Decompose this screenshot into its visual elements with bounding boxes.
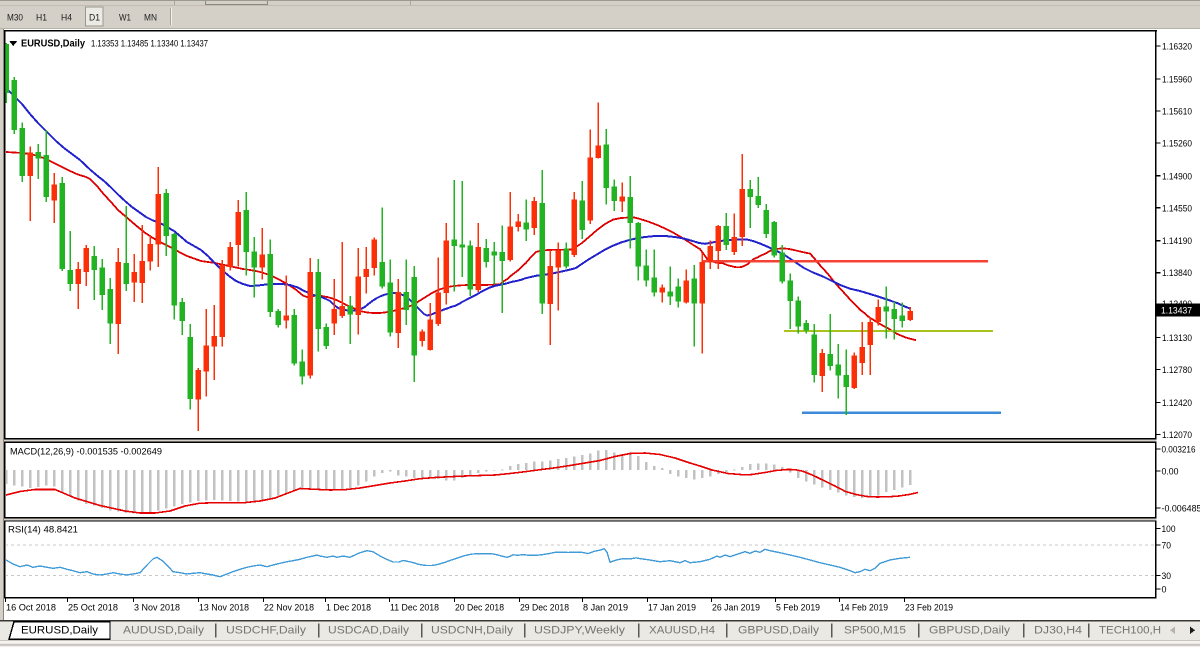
svg-text:-0.006485: -0.006485 bbox=[1162, 504, 1200, 515]
svg-text:1.12070: 1.12070 bbox=[1162, 430, 1192, 441]
svg-text:SP500,M15: SP500,M15 bbox=[844, 625, 906, 637]
svg-text:1.13840: 1.13840 bbox=[1162, 268, 1192, 279]
svg-text:USDCNH,Daily: USDCNH,Daily bbox=[431, 625, 514, 637]
svg-text:M30: M30 bbox=[7, 13, 23, 24]
svg-text:MN: MN bbox=[144, 13, 157, 24]
svg-text:1.13130: 1.13130 bbox=[1162, 333, 1192, 344]
svg-text:XAUUSD,H4: XAUUSD,H4 bbox=[649, 625, 715, 637]
svg-text:1.14900: 1.14900 bbox=[1162, 171, 1192, 182]
svg-text:26 Jan 2019: 26 Jan 2019 bbox=[712, 603, 760, 614]
svg-text:0.00: 0.00 bbox=[1162, 467, 1179, 478]
svg-text:1 Dec 2018: 1 Dec 2018 bbox=[326, 603, 371, 614]
svg-text:1.14550: 1.14550 bbox=[1162, 203, 1192, 214]
svg-text:USDJPY,Weekly: USDJPY,Weekly bbox=[534, 625, 626, 637]
svg-text:8 Jan 2019: 8 Jan 2019 bbox=[583, 603, 628, 614]
svg-text:USDCHF,Daily: USDCHF,Daily bbox=[226, 625, 307, 637]
svg-text:W1: W1 bbox=[119, 13, 131, 24]
svg-text:1.15260: 1.15260 bbox=[1162, 138, 1192, 149]
svg-text:11 Dec 2018: 11 Dec 2018 bbox=[390, 603, 439, 614]
svg-text:30: 30 bbox=[1162, 571, 1172, 582]
svg-text:20 Dec 2018: 20 Dec 2018 bbox=[455, 603, 504, 614]
svg-text:5 Feb 2019: 5 Feb 2019 bbox=[776, 603, 820, 614]
svg-text:1.15960: 1.15960 bbox=[1162, 74, 1192, 85]
svg-text:3 Nov 2018: 3 Nov 2018 bbox=[134, 603, 180, 614]
svg-text:0.003216: 0.003216 bbox=[1162, 445, 1196, 456]
svg-text:H1: H1 bbox=[36, 13, 47, 24]
svg-text:MACD(12,26,9) -0.001535 -0.002: MACD(12,26,9) -0.001535 -0.002649 bbox=[10, 447, 162, 457]
svg-text:1.16320: 1.16320 bbox=[1162, 42, 1192, 53]
svg-text:1.13353 1.13485 1.13340 1.1343: 1.13353 1.13485 1.13340 1.13437 bbox=[91, 39, 208, 49]
svg-text:1.12780: 1.12780 bbox=[1162, 365, 1192, 376]
svg-text:RSI(14) 48.8421: RSI(14) 48.8421 bbox=[8, 525, 78, 535]
svg-text:EURUSD,Daily: EURUSD,Daily bbox=[21, 625, 99, 637]
svg-text:GBPUSD,Daily: GBPUSD,Daily bbox=[929, 625, 1011, 637]
svg-text:23 Feb 2019: 23 Feb 2019 bbox=[905, 603, 953, 614]
svg-text:1.12420: 1.12420 bbox=[1162, 398, 1192, 409]
svg-text:14 Feb 2019: 14 Feb 2019 bbox=[840, 603, 888, 614]
svg-text:0: 0 bbox=[1162, 585, 1167, 596]
svg-text:1.15610: 1.15610 bbox=[1162, 106, 1192, 117]
svg-text:DJ30,H4: DJ30,H4 bbox=[1034, 625, 1082, 637]
svg-text:1.14190: 1.14190 bbox=[1162, 236, 1192, 247]
svg-text:17 Jan 2019: 17 Jan 2019 bbox=[648, 603, 696, 614]
svg-text:1.13437: 1.13437 bbox=[1161, 305, 1192, 316]
svg-text:70: 70 bbox=[1162, 541, 1172, 552]
svg-text:AUDUSD,Daily: AUDUSD,Daily bbox=[123, 625, 205, 637]
svg-text:GBPUSD,Daily: GBPUSD,Daily bbox=[738, 625, 820, 637]
svg-text:D1: D1 bbox=[89, 13, 100, 24]
svg-text:TECH100,H: TECH100,H bbox=[1099, 625, 1161, 637]
svg-text:H4: H4 bbox=[61, 13, 72, 24]
svg-text:EURUSD,Daily: EURUSD,Daily bbox=[21, 39, 86, 50]
svg-text:13 Nov 2018: 13 Nov 2018 bbox=[199, 603, 249, 614]
svg-text:16 Oct 2018: 16 Oct 2018 bbox=[6, 603, 56, 614]
svg-text:22 Nov 2018: 22 Nov 2018 bbox=[264, 603, 314, 614]
svg-text:29 Dec 2018: 29 Dec 2018 bbox=[520, 603, 569, 614]
svg-text:25 Oct 2018: 25 Oct 2018 bbox=[68, 603, 118, 614]
svg-text:USDCAD,Daily: USDCAD,Daily bbox=[328, 625, 410, 637]
svg-text:100: 100 bbox=[1162, 524, 1176, 535]
